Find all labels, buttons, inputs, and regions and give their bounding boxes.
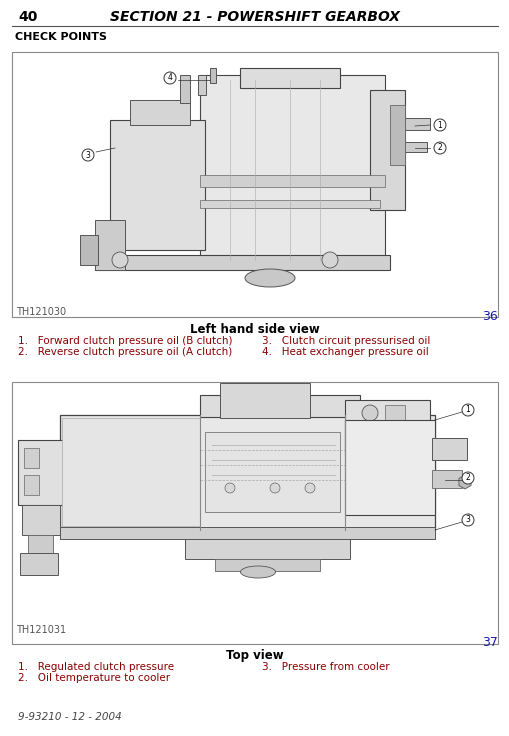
Bar [24,448,39,468]
Bar [185,539,349,559]
Bar [344,420,434,515]
Bar [205,432,340,512]
Bar [431,470,461,488]
Circle shape [433,142,445,154]
Text: 3.   Pressure from cooler: 3. Pressure from cooler [262,662,389,672]
Bar [197,75,206,95]
Bar [369,90,404,210]
Text: 4: 4 [167,74,172,82]
Bar [180,75,190,103]
Text: 2.   Oil temperature to cooler: 2. Oil temperature to cooler [18,673,170,683]
Bar [344,400,429,455]
Bar [95,255,389,270]
Text: 2.   Reverse clutch pressure oil (A clutch): 2. Reverse clutch pressure oil (A clutch… [18,347,232,357]
Circle shape [224,483,235,493]
Bar [24,475,39,495]
Bar [28,535,53,560]
Text: 3.   Clutch circuit pressurised oil: 3. Clutch circuit pressurised oil [262,336,430,346]
Text: 1.   Forward clutch pressure oil (B clutch): 1. Forward clutch pressure oil (B clutch… [18,336,232,346]
Bar [404,118,429,130]
Bar [200,175,384,187]
Ellipse shape [240,566,275,578]
Bar [95,220,125,270]
Text: TH121030: TH121030 [16,307,66,317]
Text: 1: 1 [437,121,441,130]
Bar [389,105,404,165]
Bar [219,383,309,418]
Bar [431,438,466,460]
Bar [200,200,379,208]
Bar [240,68,340,88]
Text: 1.   Regulated clutch pressure: 1. Regulated clutch pressure [18,662,174,672]
Bar [215,559,319,571]
Text: CHECK POINTS: CHECK POINTS [15,32,107,42]
Text: SECTION 21 - POWERSHIFT GEARBOX: SECTION 21 - POWERSHIFT GEARBOX [110,10,399,24]
Bar [60,415,434,530]
Bar [18,440,63,505]
Circle shape [433,119,445,131]
Circle shape [461,404,473,416]
Circle shape [461,472,473,484]
Bar [12,382,497,644]
Bar [20,553,58,575]
Circle shape [112,252,128,268]
Text: Left hand side view: Left hand side view [190,323,319,336]
Circle shape [164,72,176,84]
Text: 4.   Heat exchanger pressure oil: 4. Heat exchanger pressure oil [262,347,428,357]
Text: TH121031: TH121031 [16,625,66,635]
Bar [130,100,190,125]
Circle shape [304,483,315,493]
Bar [62,418,200,526]
Circle shape [361,405,377,421]
Bar [200,75,384,265]
Circle shape [82,149,94,161]
Text: Top view: Top view [226,649,283,662]
Text: 3: 3 [465,515,469,525]
Text: 37: 37 [481,636,497,649]
Text: 36: 36 [482,310,497,323]
Circle shape [269,483,279,493]
Text: 40: 40 [18,10,37,24]
Bar [80,235,98,265]
Bar [22,505,60,535]
Text: 3: 3 [86,150,90,160]
Bar [210,68,216,83]
Text: 1: 1 [465,406,469,414]
Text: 2: 2 [465,473,469,483]
Bar [12,52,497,317]
Ellipse shape [244,269,294,287]
Bar [404,142,426,152]
Text: 2: 2 [437,144,441,152]
Bar [384,405,404,420]
Bar [200,395,359,417]
Bar [110,120,205,250]
Text: 9-93210 - 12 - 2004: 9-93210 - 12 - 2004 [18,712,122,722]
Circle shape [321,252,337,268]
Bar [60,527,434,539]
Circle shape [461,514,473,526]
